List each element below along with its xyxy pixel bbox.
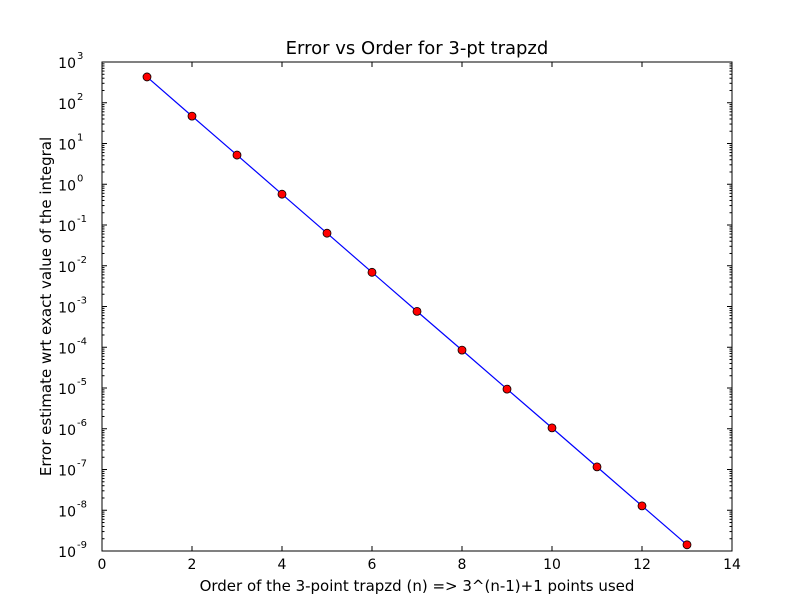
y-tick-label: 10 -7	[58, 459, 87, 480]
x-tick-label: 12	[633, 557, 651, 573]
x-axis-label: Order of the 3-point trapzd (n) => 3^(n-…	[200, 577, 635, 595]
x-tick-label: 0	[98, 557, 107, 573]
y-tick-label-exponent: -8	[77, 499, 87, 510]
y-tick-label-base: 10	[58, 178, 76, 194]
y-tick-label: 10 3	[58, 51, 83, 72]
x-tick-label: 2	[188, 557, 197, 573]
y-tick-label-exponent: -9	[77, 540, 87, 551]
y-axis-label: Error estimate wrt exact value of the in…	[37, 137, 55, 476]
y-tick-label-base: 10	[58, 260, 76, 276]
y-tick-label-exponent: 2	[77, 92, 83, 103]
y-tick-label-base: 10	[58, 97, 76, 113]
y-tick-label-exponent: 1	[77, 133, 83, 144]
chart-title: Error vs Order for 3-pt trapzd	[286, 38, 549, 59]
y-tick-label: 10 -3	[58, 296, 87, 317]
y-tick-label-exponent: -7	[77, 459, 87, 470]
x-tick-label: 10	[543, 557, 561, 573]
x-tick-label: 6	[368, 557, 377, 573]
series-layer	[142, 72, 692, 550]
y-tick-label-base: 10	[58, 219, 76, 235]
y-tick-label-exponent: 0	[77, 173, 83, 184]
x-tick-label: 14	[723, 557, 741, 573]
data-point	[187, 111, 197, 121]
data-point	[637, 501, 647, 511]
y-tick-label: 10 -4	[58, 336, 87, 357]
y-tick-label: 10 -8	[58, 499, 87, 520]
y-tick-label-exponent: -3	[77, 296, 87, 307]
y-tick-label: 10 -5	[58, 377, 87, 398]
plot-frame	[101, 61, 733, 552]
data-point	[367, 267, 377, 277]
y-tick-label: 10 2	[58, 92, 83, 113]
data-point	[232, 150, 242, 160]
y-tick-label-exponent: 3	[77, 51, 83, 62]
y-tick-label-base: 10	[58, 423, 76, 439]
x-tick-label: 4	[278, 557, 287, 573]
x-tick-label: 8	[458, 557, 467, 573]
data-point	[412, 306, 422, 316]
y-tick-label-base: 10	[58, 301, 76, 317]
x-axis-ticks: 0 2 4 6 8 10 12 14	[98, 62, 741, 573]
data-point	[322, 228, 332, 238]
y-tick-label: 10 -6	[58, 418, 87, 439]
data-point	[142, 72, 152, 82]
y-tick-label-base: 10	[58, 545, 76, 561]
y-tick-label-base: 10	[58, 138, 76, 154]
y-tick-label-base: 10	[58, 464, 76, 480]
y-tick-label: 10 -1	[58, 214, 87, 235]
y-tick-label-base: 10	[58, 504, 76, 520]
y-tick-label-base: 10	[58, 341, 76, 357]
y-tick-label-exponent: -5	[77, 377, 87, 388]
data-point	[592, 462, 602, 472]
data-point	[277, 189, 287, 199]
y-tick-label-exponent: -4	[77, 336, 87, 347]
y-tick-label: 10 0	[58, 173, 83, 194]
data-point	[682, 540, 692, 550]
y-tick-label: 10 -2	[58, 255, 87, 276]
y-tick-label: 10 1	[58, 133, 83, 154]
y-tick-label-exponent: -2	[77, 255, 87, 266]
y-tick-label-base: 10	[58, 382, 76, 398]
data-point	[547, 423, 557, 433]
data-point	[502, 384, 512, 394]
y-tick-label-base: 10	[58, 56, 76, 72]
data-point	[457, 345, 467, 355]
y-tick-label-exponent: -1	[77, 214, 87, 225]
y-tick-label-exponent: -6	[77, 418, 87, 429]
y-tick-label: 10 -9	[58, 540, 87, 561]
